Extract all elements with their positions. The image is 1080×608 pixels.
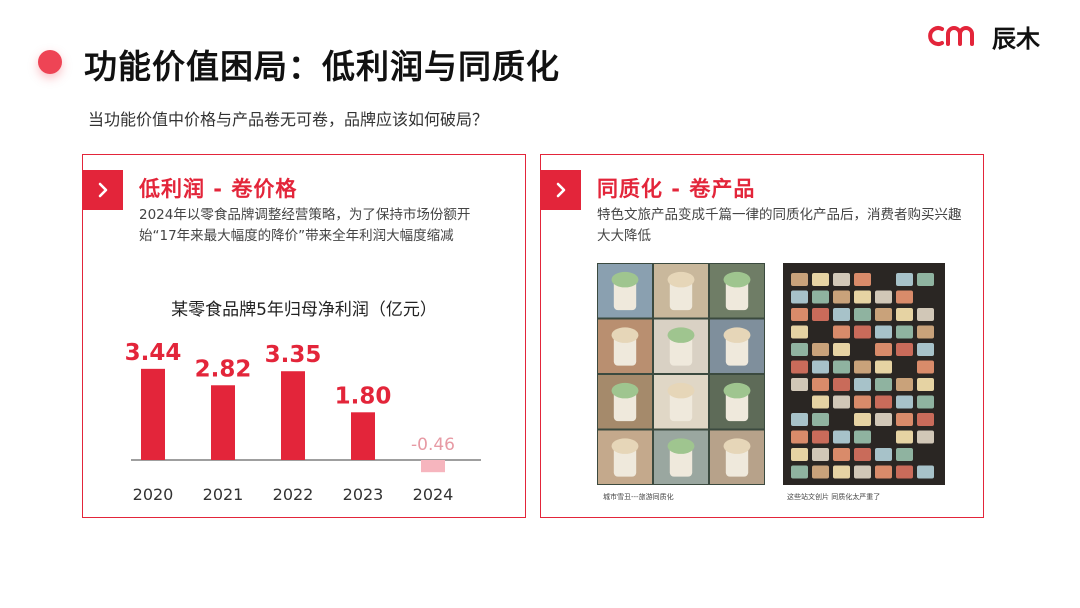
bar-value-label: 2.82 xyxy=(195,356,252,382)
bar-value-label: 3.44 xyxy=(125,340,182,366)
photo-caption-left: 城市雪丑---旅游同质化 xyxy=(603,493,674,501)
brand-name: 辰木 xyxy=(992,24,1040,53)
bar-2022 xyxy=(281,371,305,460)
low-profit-heading: 低利润 - 卷价格 xyxy=(139,177,298,201)
x-tick-label: 2023 xyxy=(343,485,384,504)
page-title: 功能价值困局：低利润与同质化 xyxy=(84,47,560,86)
profit-bar-chart: 3.44 2020 2.82 2021 3.35 2022 1.80 2023 -0.46 202… xyxy=(125,340,481,504)
x-tick-label: 2020 xyxy=(133,485,174,504)
homogenization-heading: 同质化 - 卷产品 xyxy=(597,177,756,201)
photo-caption-right: 这些站文创片 同质化太严重了 xyxy=(787,493,881,501)
bar-value-label: -0.46 xyxy=(411,435,455,455)
homogenization-description: 特色文旅产品变成千篇一律的同质化产品后，消费者购买兴趣大大降低 xyxy=(597,207,962,244)
brand-logo: 辰木 xyxy=(928,20,1040,53)
snow-cone-collage-image xyxy=(597,263,765,485)
title-bullet-dot xyxy=(38,50,62,74)
bar-2023 xyxy=(351,412,375,460)
chart-title: 某零食品牌5年归母净利润（亿元） xyxy=(171,300,437,320)
bar-2020 xyxy=(141,368,165,460)
low-profit-card: 低利润 - 卷价格 2024年以零食品牌调整经营策略，为了保持市场份额开始“17… xyxy=(82,154,526,518)
brand-mark-icon xyxy=(928,26,974,46)
subtitle-question: 当功能价值中价格与产品卷无可卷，品牌应该如何破局？ xyxy=(88,110,489,129)
bar-2024 xyxy=(421,460,445,473)
x-tick-label: 2021 xyxy=(203,485,244,504)
homogenization-card: 同质化 - 卷产品 特色文旅产品变成千篇一律的同质化产品后，消费者购买兴趣大大降… xyxy=(540,154,984,518)
bar-2021 xyxy=(211,385,235,460)
bar-value-label: 1.80 xyxy=(335,383,392,409)
bar-value-label: 3.35 xyxy=(265,342,322,368)
x-tick-label: 2024 xyxy=(413,485,454,504)
fridge-magnet-wall-image xyxy=(783,263,945,485)
low-profit-description: 2024年以零食品牌调整经营策略，为了保持市场份额开始“17年来最大幅度的降价”… xyxy=(139,207,471,244)
chevron-right-icon xyxy=(541,170,581,210)
x-tick-label: 2022 xyxy=(273,485,314,504)
chevron-right-icon xyxy=(83,170,123,210)
